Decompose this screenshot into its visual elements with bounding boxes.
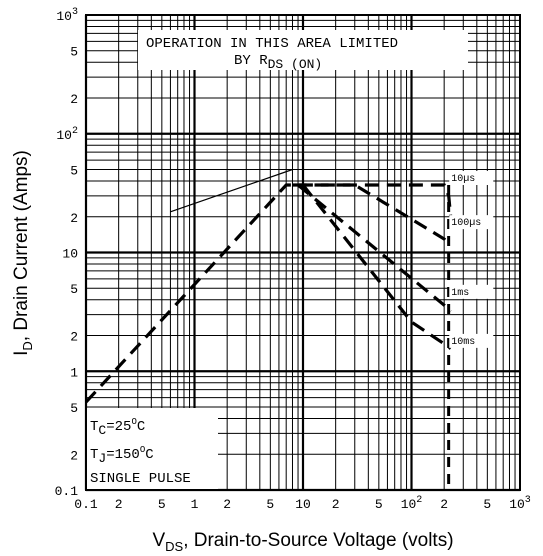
series-10ms — [301, 184, 452, 350]
y-tick-label: 1 — [70, 365, 78, 380]
y-axis-title: ID, Drain Current (Amps) — [11, 150, 35, 356]
y-tick-label: 5 — [70, 45, 78, 60]
x-tick-label: 2 — [115, 497, 123, 512]
y-tick-label: 103 — [56, 7, 78, 24]
y-tick-label: 102 — [56, 126, 78, 143]
grid-lines — [84, 15, 520, 492]
plot-frame — [85, 14, 521, 491]
x-tick-label: 2 — [332, 497, 340, 512]
x-tick-label: 10 — [295, 497, 311, 512]
rds-limit-line1: OPERATION IN THIS AREA LIMITED — [146, 36, 398, 52]
x-tick-label: 0.1 — [74, 497, 98, 512]
curve-label: 1ms — [451, 288, 469, 299]
x-tick-label: 1 — [191, 497, 199, 512]
y-tick-label: 2 — [70, 211, 78, 226]
conditions-box — [86, 408, 218, 490]
x-tick-label: 5 — [266, 497, 274, 512]
curve-label: 100µs — [451, 218, 481, 229]
x-axis-title: VDS, Drain-to-Source Voltage (volts) — [152, 530, 453, 554]
y-tick-label: 2 — [70, 448, 78, 463]
curve-label-background — [449, 284, 494, 299]
soa-curves — [84, 168, 453, 404]
curve-label-background — [449, 171, 494, 186]
pulse-width-labels: 10µs 100µs 1ms 10ms — [449, 171, 494, 348]
curve-label: 10ms — [451, 337, 475, 348]
series-10s — [84, 183, 453, 404]
x-tick-labels: 0.1 2 5 1 2 5 10 2 5 102 2 5 103 — [74, 495, 531, 512]
y-tick-label: 2 — [70, 92, 78, 107]
y-tick-label: 0.1 — [55, 484, 79, 499]
series-1ms — [296, 183, 452, 313]
y-tick-label: 5 — [70, 282, 78, 297]
y-tick-label: 5 — [70, 163, 78, 178]
x-tick-label: 5 — [375, 497, 383, 512]
junction-temperature: TJ=150OC — [90, 445, 154, 466]
x-tick-label: 103 — [509, 495, 531, 512]
y-tick-label: 2 — [70, 330, 78, 345]
y-tick-label: 10 — [62, 247, 78, 262]
series-rds-pointer — [170, 168, 293, 213]
curve-label-background — [449, 333, 494, 348]
y-tick-label: 5 — [70, 401, 78, 416]
x-tick-label: 2 — [440, 497, 448, 512]
single-pulse-label: SINGLE PULSE — [90, 471, 191, 487]
x-tick-label: 5 — [483, 497, 491, 512]
curve-label: 10µs — [451, 174, 475, 185]
rds-limit-box — [138, 30, 468, 70]
series-100s — [292, 183, 452, 247]
rds-limit-line2: BY RDS (ON) — [234, 53, 322, 72]
x-tick-label: 5 — [158, 497, 166, 512]
x-tick-label: 2 — [223, 497, 231, 512]
x-tick-label: 102 — [401, 495, 423, 512]
curve-label-background — [449, 215, 494, 230]
case-temperature: TC=25OC — [90, 417, 145, 438]
